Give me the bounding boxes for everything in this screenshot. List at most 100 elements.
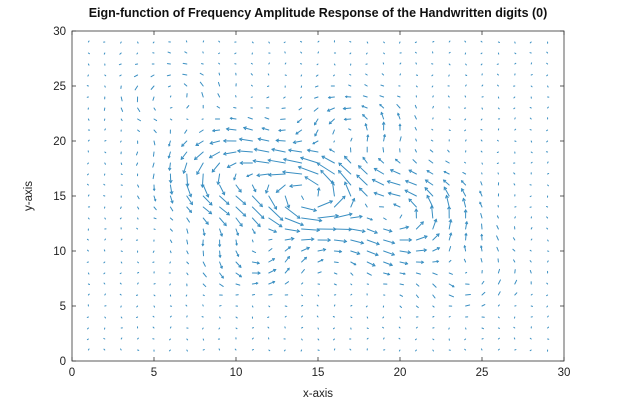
quiver-arrow-head (442, 179, 447, 183)
quiver-arrow-head (463, 209, 468, 213)
quiver-arrow (169, 315, 172, 318)
quiver-arrow (496, 139, 499, 142)
quiver-arrow-head (304, 176, 309, 180)
quiver-arrow (333, 283, 337, 286)
quiver-arrow (496, 151, 499, 154)
quiver-arrow-head (223, 222, 227, 227)
quiver-arrow (371, 179, 385, 186)
plot-frame (71, 30, 565, 362)
quiver-arrow (251, 294, 256, 296)
quiver-arrow (251, 305, 254, 308)
quiver-arrow-head (272, 280, 276, 284)
quiver-arrow (247, 116, 253, 120)
quiver-arrow-head (426, 170, 430, 173)
quiver-arrow (404, 189, 417, 197)
quiver-arrow (268, 41, 270, 44)
quiver-arrow-head (316, 162, 321, 167)
quiver-arrow-head (388, 228, 393, 233)
quiver-arrow (168, 151, 171, 159)
x-tick-label: 15 (312, 367, 325, 379)
quiver-arrow (252, 160, 270, 164)
quiver-arrow-head (233, 177, 237, 181)
quiver-arrow (529, 349, 532, 352)
quiver-arrow-head (381, 121, 386, 125)
quiver-arrow (219, 206, 230, 216)
quiver-arrow (383, 261, 393, 266)
quiver-arrow (344, 155, 352, 164)
quiver-arrow (316, 162, 335, 175)
quiver-arrow (136, 227, 139, 230)
quiver-arrow-head (272, 268, 277, 273)
quiver-arrow-head (379, 103, 382, 107)
quiver-arrow-head (226, 164, 231, 169)
quiver-arrow-head (304, 256, 308, 260)
quiver-arrow (333, 140, 335, 143)
quiver-arrow-head (436, 247, 441, 251)
quiver-arrow-head (463, 244, 467, 248)
quiver-arrow-head (389, 168, 394, 173)
quiver-arrow-head (218, 244, 222, 248)
quiver-arrow-head (181, 143, 185, 147)
quiver-arrow (350, 215, 363, 219)
quiver-arrow-head (273, 229, 278, 234)
quiver-arrow (284, 267, 290, 274)
quiver-arrow-head (295, 131, 299, 135)
quiver-arrow-head (426, 194, 431, 199)
quiver-arrow (383, 239, 395, 244)
quiver-arrow (152, 315, 155, 318)
x-tick-label: 10 (230, 367, 243, 379)
quiver-arrow (399, 294, 404, 297)
quiver-arrow (530, 151, 533, 154)
quiver-arrow-head (200, 184, 205, 189)
quiver-arrow-head (281, 170, 286, 175)
quiver-arrow (265, 184, 270, 194)
quiver-arrow-head (252, 159, 257, 164)
quiver-arrow (350, 316, 353, 319)
quiver-arrow (186, 105, 190, 109)
quiver-arrow (350, 198, 355, 208)
quiver-arrow (120, 41, 122, 44)
quiver-arrow (120, 348, 122, 351)
quiver-arrow-head (321, 155, 326, 160)
quiver-arrow (264, 117, 270, 120)
quiver-arrow (350, 228, 366, 232)
quiver-arrow (497, 84, 499, 87)
quiver-arrow-head (290, 236, 295, 241)
quiver-arrow (529, 260, 532, 263)
quiver-arrow (397, 95, 401, 98)
quiver-arrow (350, 137, 353, 142)
quiver-arrow (87, 217, 90, 220)
quiver-arrow (233, 173, 237, 181)
quiver-arrow (218, 52, 221, 55)
quiver-arrow (546, 140, 549, 143)
x-tick-label: 30 (558, 367, 571, 379)
quiver-arrow-head (272, 258, 276, 261)
quiver-arrow (186, 272, 189, 276)
quiver-arrow (333, 239, 347, 242)
quiver-arrow-head (238, 188, 242, 193)
quiver-arrow (137, 184, 140, 188)
quiver-arrow (356, 174, 368, 186)
quiver-arrow-head (239, 274, 243, 278)
quiver-arrow (546, 305, 549, 308)
quiver-arrow (333, 304, 336, 307)
quiver-arrow (301, 238, 315, 241)
quiver-arrow-head (286, 267, 290, 271)
quiver-arrow (235, 206, 247, 217)
quiver-arrow (529, 106, 532, 109)
quiver-arrow-head (287, 246, 292, 250)
quiver-arrow (104, 217, 106, 220)
quiver-arrow (480, 139, 483, 142)
quiver-arrow (464, 129, 467, 132)
quiver-arrow (268, 349, 271, 352)
quiver-arrow (87, 162, 89, 165)
quiver-arrow (432, 40, 435, 43)
quiver-arrow (317, 200, 333, 208)
quiver-arrow (431, 205, 434, 219)
quiver-arrow (412, 159, 417, 164)
quiver-arrow (465, 271, 468, 274)
quiver-arrow-head (329, 200, 334, 204)
quiver-arrow (137, 261, 139, 264)
quiver-arrow (465, 84, 467, 87)
quiver-arrow (317, 215, 339, 219)
